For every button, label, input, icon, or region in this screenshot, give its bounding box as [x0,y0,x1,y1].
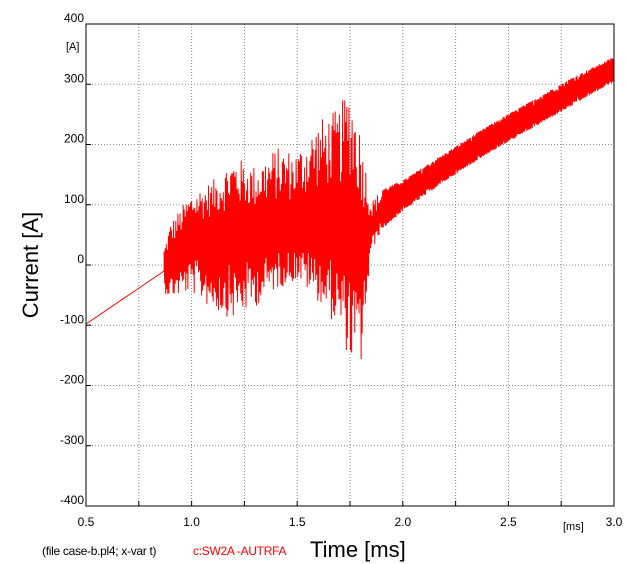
y-tick-label: -200 [60,373,84,387]
x-tick-label: 1.5 [289,515,306,529]
x-tick-label: 2.0 [394,515,411,529]
legend-series-name: c:SW2A -AUTRFA [193,544,286,558]
y-tick-label: 100 [64,192,84,206]
x-tick-labels: 0.5 1.0 1.5 2.0 2.5 3.0 [78,515,623,529]
x-tick-label: 0.5 [78,515,95,529]
x-tick-label: 3.0 [606,515,623,529]
footer-file-info: (file case-b.pl4; x-var t) [42,544,157,558]
series-line [85,57,615,360]
y-tick-label: 200 [64,132,84,146]
y-tick-label: -300 [60,433,84,447]
x-tick-label: 1.0 [183,515,200,529]
x-tick-label: 2.5 [500,515,517,529]
y-tick-label: 0 [77,252,84,266]
y-tick-label: -400 [60,493,84,507]
y-tick-label: 300 [64,71,84,85]
y-axis-title: Current [A] [18,212,43,318]
x-axis-title: Time [ms] [310,537,406,562]
tick-marks [86,83,562,506]
x-unit-label: [ms] [563,521,584,533]
y-tick-labels: 400 300 200 100 0 -100 -200 -300 -400 [60,11,84,507]
y-unit-label: [A] [66,41,79,53]
y-tick-label: 400 [64,11,84,25]
series-layer [85,57,615,360]
y-tick-label: -100 [60,312,84,326]
